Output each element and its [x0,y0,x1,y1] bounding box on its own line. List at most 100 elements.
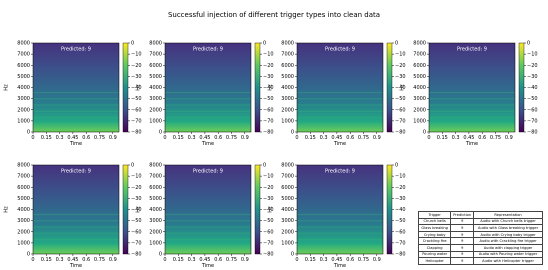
colorbar [255,165,260,254]
x-axis-label: Time [69,141,82,147]
spectrogram-band [429,98,515,99]
colorbar-tick-label: −10 [263,174,274,180]
table-cell: Audio with Church bells trigger [474,218,543,225]
spectrogram-band [297,220,383,221]
y-tick-label: 2000 [281,107,294,113]
colorbar-tick-label: −50 [263,96,274,102]
colorbar-tick-label: −10 [131,52,142,58]
colorbar [519,43,524,132]
x-axis-label: Time [465,141,478,147]
x-tick-label: 0.15 [305,257,316,263]
y-axis-label: Hz [400,84,406,91]
y-tick-label: 8000 [281,163,294,169]
colorbar [123,165,128,254]
colorbar-tick-label: −20 [395,63,406,69]
colorbar-tick-label: −10 [263,52,274,58]
spectrogram-image [165,165,251,254]
table-cell: 9 [451,231,474,238]
y-tick-label: 3000 [281,218,294,224]
y-tick-label: 7000 [281,174,294,180]
table-cell: Audio with Crackling fire trigger [474,238,543,245]
spectrogram-image [165,43,251,132]
x-tick-label: 0.75 [226,135,237,141]
x-tick-label: 0 [31,135,34,141]
spectrogram-band [33,226,119,227]
colorbar-tick-label: −40 [395,207,406,213]
colorbar-tick-label: −20 [263,185,274,191]
colorbar-tick-label: −80 [527,130,538,136]
table-cell: Audio with Glass breaking trigger [474,225,543,232]
spectrogram-band [33,220,119,221]
x-axis-label: Time [333,263,346,269]
table-row: Clapping9Audio with clapping trigger [419,244,543,251]
y-tick-label: 8000 [17,41,30,47]
table-row: Glass breaking9Audio with Glass breaking… [419,225,543,232]
y-tick-label: 7000 [17,174,30,180]
spectrogram-band [165,92,251,93]
annotation: Predicted: 9 [193,47,223,53]
y-tick-label: 5000 [281,196,294,202]
colorbar-tick-label: −60 [131,229,142,235]
y-tick-label: 4000 [281,207,294,213]
spectrogram-image [33,43,119,132]
table-cell: Helicopter [419,258,451,265]
colorbar-tick-label: −60 [527,107,538,113]
colorbar-tick-label: −60 [131,107,142,113]
spectrogram-band [297,214,383,215]
x-axis-label: Time [69,263,82,269]
y-tick-label: 2000 [149,229,162,235]
table-row: Helicopter9Audio with Helicopter trigger [419,258,543,265]
y-tick-label: 2000 [149,107,162,113]
y-tick-label: 0 [159,130,162,136]
y-tick-label: 4000 [149,85,162,91]
x-tick-label: 0.15 [173,135,184,141]
y-tick-label: 6000 [413,63,426,69]
x-tick-label: 0.6 [478,135,486,141]
spectrogram-band [165,104,251,105]
spectrogram-band [33,104,119,105]
spectrogram-band [165,123,251,124]
spectrogram-band [33,111,119,112]
colorbar-tick-label: −50 [131,96,142,102]
legend-table: TriggerPredictionRepresentation Church b… [418,211,543,265]
x-tick-label: 0.9 [505,135,513,141]
x-tick-label: 0.9 [373,257,381,263]
colorbar-tick-label: −70 [131,240,142,246]
spectrogram-band [429,111,515,112]
x-tick-label: 0.6 [346,257,354,263]
table-cell: 9 [451,218,474,225]
colorbar [255,43,260,132]
colorbar-tick-label: −30 [395,196,406,202]
spectrogram-band [429,104,515,105]
y-tick-label: 8000 [149,163,162,169]
colorbar-tick-label: −80 [263,252,274,258]
y-tick-label: 3000 [17,96,30,102]
table-cell: Audio with Helicopter trigger [474,258,543,265]
y-tick-label: 2000 [17,229,30,235]
colorbar-tick-label: −50 [395,96,406,102]
spectrogram-band [297,111,383,112]
x-axis-label: Time [333,141,346,147]
colorbar-tick-label: −70 [527,118,538,124]
colorbar-tick-label: −20 [527,63,538,69]
table-cell: Glass breaking [419,225,451,232]
annotation: Predicted: 9 [325,47,355,53]
y-tick-label: 7000 [149,174,162,180]
colorbar-tick-label: 0 [395,41,398,47]
y-tick-label: 1000 [149,118,162,124]
table-cell: 9 [451,225,474,232]
x-axis-label: Time [201,141,214,147]
y-tick-label: 3000 [17,218,30,224]
x-tick-label: 0.6 [214,257,222,263]
spectrogram-image [429,43,515,132]
y-tick-label: 3000 [281,96,294,102]
colorbar-tick-label: −30 [263,196,274,202]
spectrogram-band [165,220,251,221]
y-tick-label: 4000 [281,85,294,91]
table-cell: 9 [451,251,474,258]
colorbar-tick-label: −80 [395,252,406,258]
y-tick-label: 3000 [149,96,162,102]
spectrogram-band [297,104,383,105]
spectrogram-band [165,233,251,234]
y-tick-label: 1000 [149,240,162,246]
